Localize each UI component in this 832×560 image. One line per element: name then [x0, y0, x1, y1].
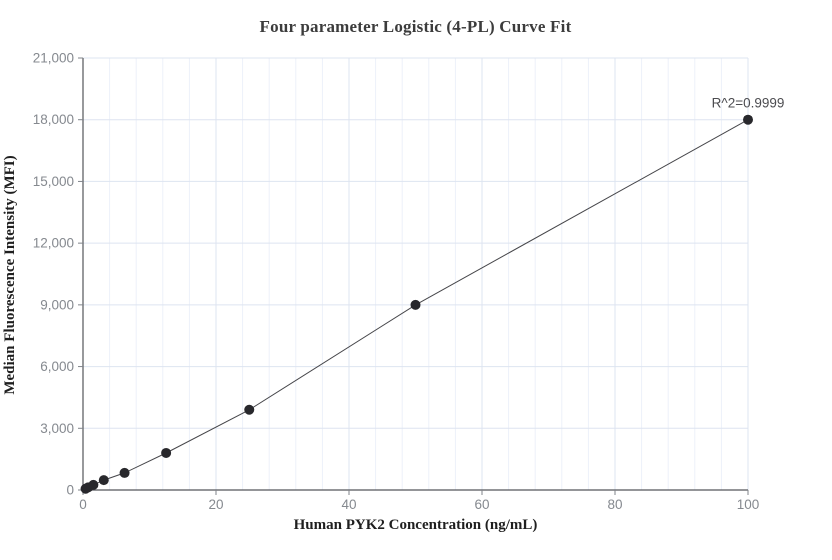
x-axis-label: Human PYK2 Concentration (ng/mL) [293, 517, 538, 533]
x-tick-label: 100 [737, 497, 760, 512]
y-tick-label: 12,000 [33, 236, 74, 251]
y-tick-label: 21,000 [33, 51, 74, 66]
data-point [98, 475, 109, 486]
data-point [244, 404, 255, 415]
y-tick-label: 0 [66, 483, 74, 498]
x-tick-label: 20 [208, 497, 223, 512]
data-point [88, 479, 99, 490]
data-point [410, 299, 421, 310]
y-tick-label: 9,000 [40, 297, 74, 312]
data-point [119, 467, 130, 478]
data-point [161, 447, 172, 458]
x-tick-label: 60 [474, 497, 489, 512]
y-tick-label: 15,000 [33, 174, 74, 189]
x-tick-label: 80 [607, 497, 622, 512]
chart-title: Four parameter Logistic (4-PL) Curve Fit [259, 17, 572, 36]
r-squared-annotation: R^2=0.9999 [712, 96, 785, 111]
x-tick-label: 40 [341, 497, 356, 512]
x-tick-label: 0 [79, 497, 87, 512]
y-tick-label: 3,000 [40, 421, 74, 436]
data-point [743, 114, 753, 125]
y-tick-label: 6,000 [40, 359, 74, 374]
y-tick-label: 18,000 [33, 112, 74, 127]
